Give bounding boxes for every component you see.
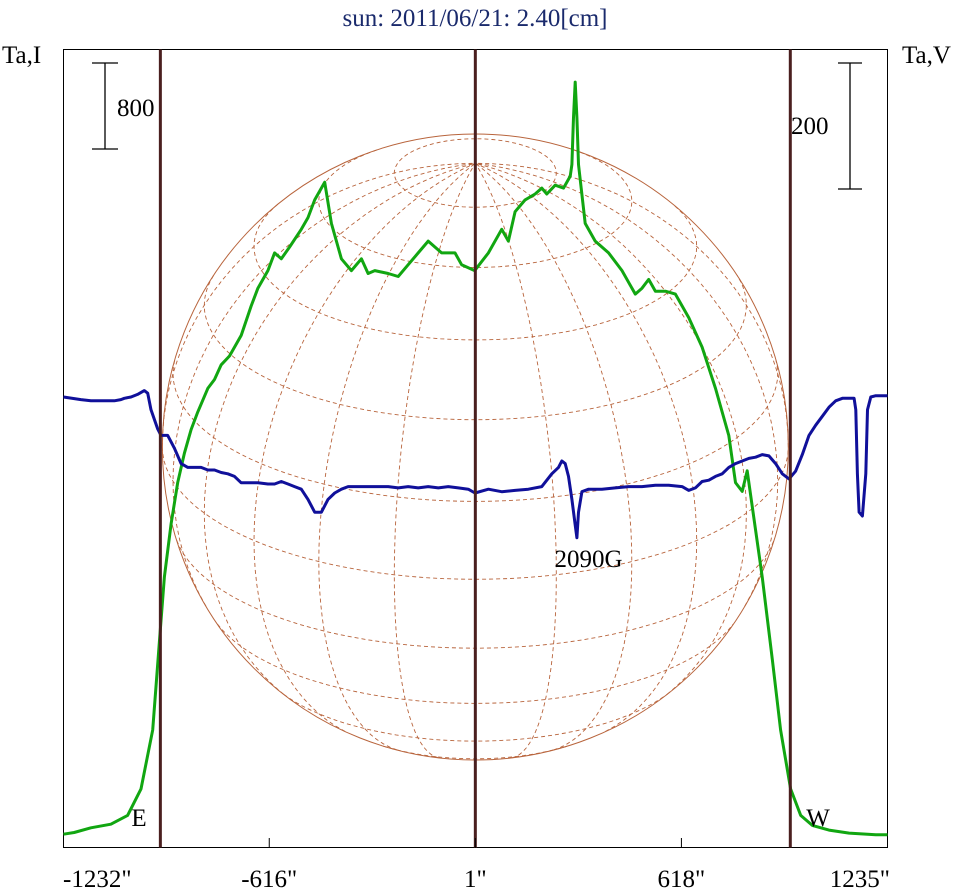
left-axis-label: Ta,I [2,42,41,69]
x-tick-label: -1232" [63,866,132,893]
disk-parallel-line [318,149,633,268]
disk-meridian-line [393,163,476,759]
disk-meridian-line [475,162,779,607]
disk-meridian-line [318,162,476,751]
x-tick-label: 1235" [830,866,890,893]
x-tick-label: 1" [464,866,487,893]
disk-meridian-line [475,162,747,695]
left-scale-bar-label: 800 [117,95,155,122]
disk-meridian-line [172,162,476,607]
disk-meridian-line [253,162,476,732]
disk-meridian-line [475,162,698,732]
disk-parallel-line [393,138,557,208]
right-scale-bar [838,62,862,190]
x-tick-label: 618" [658,866,706,893]
right-scale-bar-label: 200 [791,113,829,140]
polarization-series-line [63,389,888,540]
x-tick-label: -616" [241,866,297,893]
annotation-label: 2090G [555,546,623,573]
disk-meridian-line [475,162,633,751]
disk-meridian-line [474,163,557,759]
chart-title: sun: 2011/06/21: 2.40[cm] [342,5,607,32]
left-scale-bar [92,62,118,150]
disk-meridian-line [203,162,476,695]
limb-marker-label: E [131,805,146,832]
disk-parallel-line [283,694,668,742]
right-axis-label: Ta,V [902,42,951,69]
limb-marker-label: W [806,805,830,832]
intensity-series-line [63,80,888,837]
